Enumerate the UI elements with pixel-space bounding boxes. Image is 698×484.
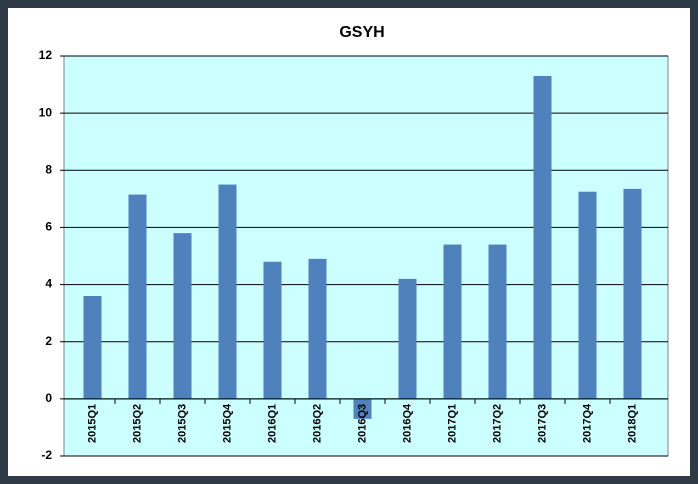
bar [173,233,192,399]
x-tick-label: 2016Q3 [356,404,368,443]
x-tick-label: 2015Q3 [176,404,188,443]
bar [353,398,372,419]
x-tick-label: 2017Q1 [446,404,458,443]
x-tick-label: 2015Q2 [131,404,143,443]
bar [533,76,552,399]
y-tick-label: 4 [45,277,52,291]
x-tick-label: 2015Q4 [221,403,233,443]
x-tick-label: 2016Q4 [401,403,413,443]
x-tick-label: 2017Q4 [581,403,593,443]
bar [398,278,417,399]
y-tick-label: 2 [45,334,52,348]
bar [488,244,507,399]
x-tick-label: 2017Q3 [536,404,548,443]
bar [308,258,327,399]
bar [623,188,642,399]
bar [443,244,462,399]
plot-area [63,55,669,457]
x-tick-label: 2016Q2 [311,404,323,443]
bar [218,184,237,399]
x-tick-label: 2018Q1 [626,404,638,443]
bar [263,261,282,399]
y-tick-label: 12 [39,48,53,62]
y-tick-label: 0 [45,391,52,405]
y-tick-label: 6 [45,220,52,234]
y-tick-label: 10 [39,105,53,119]
x-tick-label: 2016Q1 [266,404,278,443]
y-tick-label: 8 [45,162,52,176]
y-tick-label: -2 [41,448,52,462]
x-tick-label: 2017Q2 [491,404,503,443]
x-tick-label: 2015Q1 [86,404,98,443]
bar [128,194,147,399]
bar [578,191,597,399]
chart-title: GSYH [339,24,384,41]
bar [83,296,102,399]
